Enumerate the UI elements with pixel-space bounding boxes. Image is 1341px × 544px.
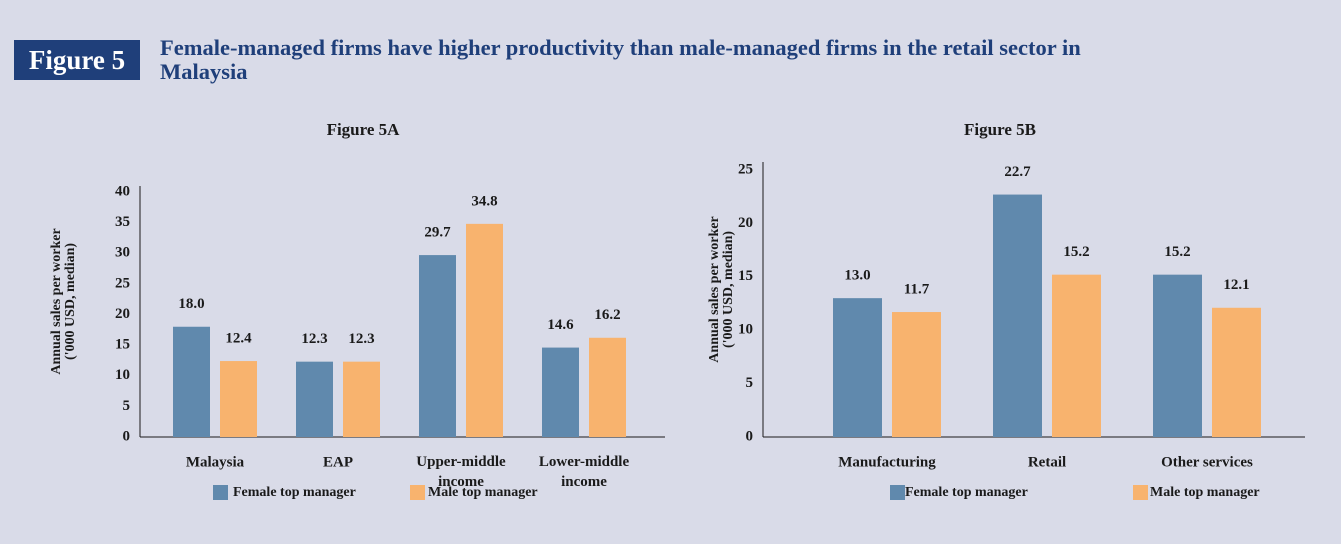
data-label: 12.3 <box>348 331 374 347</box>
x-tick-label: Other services <box>1161 454 1253 470</box>
y-axis-label: Annual sales per worker <box>49 228 64 374</box>
legend-swatch <box>410 485 425 500</box>
x-tick-label-line: income <box>561 474 607 490</box>
data-label: 18.0 <box>178 296 204 312</box>
bar <box>220 361 257 437</box>
legend-swatch <box>890 485 905 500</box>
data-label: 13.0 <box>844 268 870 284</box>
figure-title: Female-managed firms have higher product… <box>160 35 1081 84</box>
x-tick-label: EAP <box>323 454 353 470</box>
bar <box>993 194 1042 437</box>
data-label: 22.7 <box>1004 164 1031 180</box>
legend-label: Male top manager <box>1150 485 1260 500</box>
y-tick-label: 25 <box>738 161 753 177</box>
bar <box>1212 307 1261 437</box>
bar <box>542 347 579 437</box>
y-axis-label: ('000 USD, median) <box>63 243 78 360</box>
y-tick-label: 20 <box>115 306 130 322</box>
x-tick-label-line: income <box>438 474 484 490</box>
y-tick-label: 0 <box>746 428 754 444</box>
y-tick-label: 10 <box>738 322 753 338</box>
bar <box>589 337 626 437</box>
chart-title: Figure 5A <box>327 120 401 139</box>
legend-label: Female top manager <box>905 485 1028 500</box>
legend-swatch <box>213 485 228 500</box>
y-tick-label: 10 <box>115 367 130 383</box>
data-label: 12.3 <box>301 331 327 347</box>
y-axis-label: Annual sales per worker <box>707 216 722 362</box>
y-axis-label: ('000 USD, median) <box>721 231 736 348</box>
y-tick-label: 5 <box>746 375 754 391</box>
y-tick-label: 20 <box>738 215 753 231</box>
x-tick-label: Lower-middle income <box>539 454 630 490</box>
data-label: 34.8 <box>471 193 497 209</box>
x-tick-label: Manufacturing <box>838 454 936 470</box>
bar <box>296 361 333 437</box>
x-tick-label: Upper-middle income <box>416 454 506 490</box>
bar <box>1153 274 1202 437</box>
bar <box>419 255 456 437</box>
data-label: 16.2 <box>594 307 620 323</box>
legend-label: Male top manager <box>428 485 538 500</box>
x-tick-label: Retail <box>1028 454 1066 470</box>
bar <box>833 298 882 437</box>
y-tick-label: 0 <box>123 428 131 444</box>
legend-swatch <box>1133 485 1148 500</box>
y-tick-label: 25 <box>115 275 130 291</box>
x-tick-label-line: Lower-middle <box>539 454 630 470</box>
data-label: 15.2 <box>1164 244 1190 260</box>
bar <box>1052 274 1101 437</box>
y-tick-label: 40 <box>115 183 130 199</box>
bar <box>343 361 380 437</box>
chart-title: Figure 5B <box>964 120 1036 139</box>
data-label: 12.4 <box>225 330 252 346</box>
data-label: 29.7 <box>424 225 451 241</box>
x-tick-label: Malaysia <box>186 454 245 470</box>
y-tick-label: 15 <box>738 268 753 284</box>
legend-label: Female top manager <box>233 485 356 500</box>
bar <box>173 326 210 437</box>
data-label: 15.2 <box>1063 244 1089 260</box>
y-tick-label: 35 <box>115 214 130 230</box>
y-tick-label: 15 <box>115 337 130 353</box>
bar <box>892 312 941 437</box>
figure-label: Figure 5 <box>14 40 140 80</box>
data-label: 11.7 <box>904 281 930 297</box>
data-label: 12.1 <box>1223 277 1249 293</box>
x-tick-label-line: Upper-middle <box>416 454 506 470</box>
y-tick-label: 5 <box>123 398 131 414</box>
data-label: 14.6 <box>547 317 574 333</box>
y-tick-label: 30 <box>115 245 130 261</box>
bar <box>466 223 503 437</box>
